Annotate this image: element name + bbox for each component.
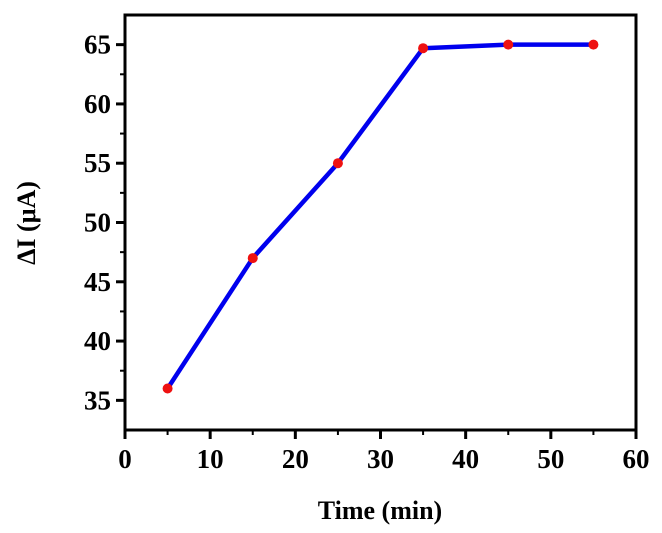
x-tick-label: 0	[118, 444, 132, 474]
data-point	[332, 158, 343, 169]
y-tick-label: 45	[84, 267, 111, 297]
y-tick-label: 35	[84, 385, 111, 415]
x-axis-title: Time (min)	[318, 496, 442, 525]
data-point	[247, 253, 258, 264]
y-tick-label: 60	[84, 89, 111, 119]
x-tick-label: 30	[367, 444, 394, 474]
y-tick-label: 50	[84, 208, 111, 238]
data-point	[162, 383, 173, 394]
plot-frame	[123, 13, 638, 432]
x-tick-label: 20	[282, 444, 309, 474]
y-axis-title: ΔI (μA)	[12, 181, 41, 265]
data-point	[503, 39, 514, 50]
data-point	[588, 39, 599, 50]
x-tick-label: 10	[197, 444, 224, 474]
x-tick-label: 60	[623, 444, 650, 474]
plot-area: 0 10 20 30 40 50 60 35 40 45 50 55 60 65	[84, 13, 650, 474]
x-tick-label: 50	[537, 444, 564, 474]
y-tick-label: 65	[84, 30, 111, 60]
series-line	[165, 42, 594, 390]
y-tick-label: 55	[84, 148, 111, 178]
y-tick-label: 40	[84, 326, 111, 356]
x-tick-label: 40	[452, 444, 479, 474]
data-point	[418, 43, 429, 54]
